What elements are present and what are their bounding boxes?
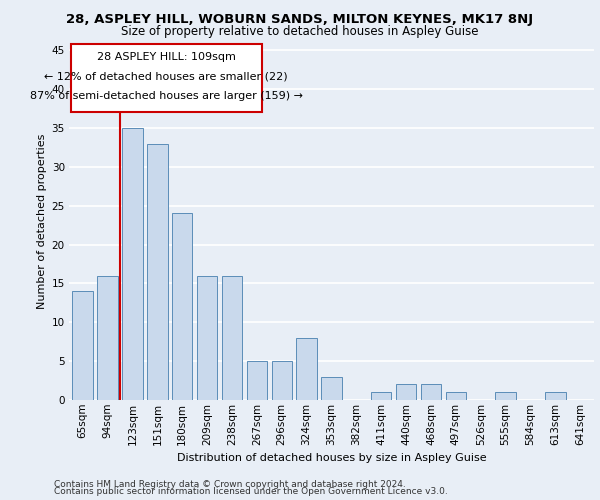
Bar <box>371 392 391 400</box>
Bar <box>446 392 466 400</box>
Bar <box>321 376 342 400</box>
Bar <box>97 276 118 400</box>
Bar <box>421 384 441 400</box>
Bar <box>122 128 143 400</box>
Bar <box>73 291 93 400</box>
FancyBboxPatch shape <box>71 44 262 112</box>
Text: 28, ASPLEY HILL, WOBURN SANDS, MILTON KEYNES, MK17 8NJ: 28, ASPLEY HILL, WOBURN SANDS, MILTON KE… <box>67 12 533 26</box>
Text: 28 ASPLEY HILL: 109sqm: 28 ASPLEY HILL: 109sqm <box>97 52 236 62</box>
Bar <box>147 144 167 400</box>
Bar <box>172 214 193 400</box>
X-axis label: Distribution of detached houses by size in Aspley Guise: Distribution of detached houses by size … <box>176 453 487 463</box>
Bar <box>272 361 292 400</box>
Y-axis label: Number of detached properties: Number of detached properties <box>37 134 47 309</box>
Text: 87% of semi-detached houses are larger (159) →: 87% of semi-detached houses are larger (… <box>30 90 303 101</box>
Bar <box>396 384 416 400</box>
Bar <box>496 392 516 400</box>
Text: Contains HM Land Registry data © Crown copyright and database right 2024.: Contains HM Land Registry data © Crown c… <box>54 480 406 489</box>
Bar <box>247 361 267 400</box>
Text: ← 12% of detached houses are smaller (22): ← 12% of detached houses are smaller (22… <box>44 72 288 82</box>
Text: Size of property relative to detached houses in Aspley Guise: Size of property relative to detached ho… <box>121 25 479 38</box>
Bar <box>222 276 242 400</box>
Bar <box>197 276 217 400</box>
Bar <box>545 392 566 400</box>
Bar <box>296 338 317 400</box>
Text: Contains public sector information licensed under the Open Government Licence v3: Contains public sector information licen… <box>54 487 448 496</box>
